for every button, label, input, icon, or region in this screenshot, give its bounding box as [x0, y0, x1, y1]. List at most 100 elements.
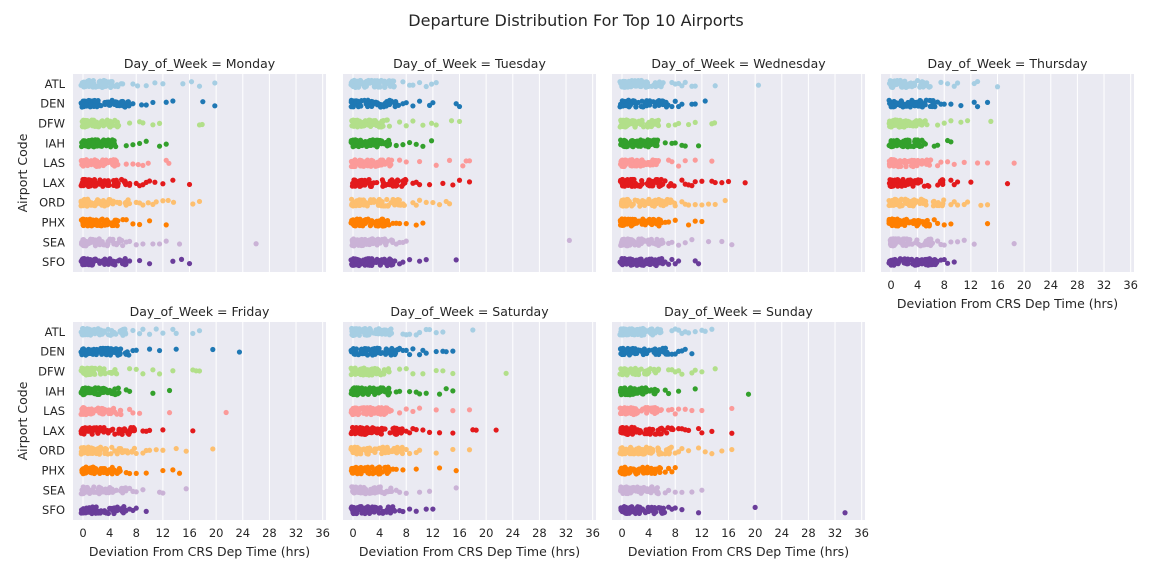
data-point — [910, 261, 915, 266]
data-point — [369, 490, 374, 495]
data-point — [79, 406, 84, 411]
data-point — [447, 201, 452, 206]
data-point — [647, 102, 652, 107]
data-point — [370, 99, 375, 104]
data-point — [253, 241, 258, 246]
data-point — [140, 120, 145, 125]
data-point — [965, 199, 970, 204]
data-point — [420, 144, 425, 149]
data-point — [360, 80, 365, 85]
data-point — [962, 238, 967, 243]
data-point — [79, 329, 84, 334]
data-point — [95, 392, 100, 397]
data-point — [420, 220, 425, 225]
y-tick-label: PHX — [42, 464, 66, 478]
data-point — [618, 137, 623, 142]
data-point — [385, 117, 390, 122]
data-point — [78, 83, 83, 88]
data-point — [80, 143, 85, 148]
data-point — [743, 180, 748, 185]
data-point — [152, 80, 157, 85]
data-point — [134, 242, 139, 247]
data-point — [376, 331, 381, 336]
data-point — [88, 348, 93, 353]
y-tick-label: PHX — [42, 216, 66, 230]
data-point — [975, 160, 980, 165]
data-point — [364, 141, 369, 146]
data-point — [706, 239, 711, 244]
data-point — [90, 201, 95, 206]
data-point — [96, 258, 101, 263]
data-point — [157, 348, 162, 353]
data-point — [696, 261, 701, 266]
data-point — [897, 140, 902, 145]
data-point — [365, 158, 370, 163]
data-point — [164, 222, 169, 227]
facet-panel: Day_of_Week = Tuesday — [343, 56, 596, 272]
data-point — [119, 177, 124, 182]
data-point — [354, 385, 359, 390]
data-point — [130, 328, 135, 333]
data-point — [719, 239, 724, 244]
data-point — [978, 203, 983, 208]
data-point — [407, 389, 412, 394]
data-point — [972, 100, 977, 105]
data-point — [349, 98, 354, 103]
x-tick-label: 12 — [156, 526, 171, 540]
data-point — [434, 450, 439, 455]
data-point — [404, 123, 409, 128]
data-point — [107, 469, 112, 474]
data-point — [375, 411, 380, 416]
data-point — [636, 219, 641, 224]
data-point — [414, 427, 419, 432]
data-point — [385, 471, 390, 476]
data-point — [349, 431, 354, 436]
data-point — [150, 241, 155, 246]
x-axis-label: Deviation From CRS Dep Time (hrs) — [897, 296, 1118, 311]
data-point — [430, 200, 435, 205]
data-point — [955, 80, 960, 85]
data-point — [150, 100, 155, 105]
data-point — [157, 371, 162, 376]
data-point — [359, 429, 364, 434]
data-point — [150, 122, 155, 127]
data-point — [170, 467, 175, 472]
data-point — [410, 103, 415, 108]
data-point — [184, 486, 189, 491]
facet-title: Day_of_Week = Monday — [124, 56, 276, 71]
data-point — [350, 470, 355, 475]
data-point — [365, 104, 370, 109]
data-point — [377, 200, 382, 205]
data-point — [666, 219, 671, 224]
data-point — [385, 263, 390, 268]
data-point — [699, 202, 704, 207]
data-point — [105, 239, 110, 244]
data-point — [359, 370, 364, 375]
y-tick-label: DEN — [40, 345, 65, 359]
data-point — [420, 371, 425, 376]
data-point — [79, 162, 84, 167]
facet-panel: Day_of_Week = FridayATLDENDFWIAHLASLAXOR… — [15, 304, 330, 559]
data-point — [370, 471, 375, 476]
data-point — [440, 329, 445, 334]
data-point — [650, 203, 655, 208]
data-point — [903, 243, 908, 248]
data-point — [120, 99, 125, 104]
data-point — [349, 138, 354, 143]
data-point — [628, 82, 633, 87]
data-point — [166, 161, 171, 166]
data-point — [397, 221, 402, 226]
data-point — [123, 182, 128, 187]
data-point — [80, 262, 85, 267]
data-point — [634, 139, 639, 144]
data-point — [167, 410, 172, 415]
data-point — [437, 465, 442, 470]
data-point — [400, 260, 405, 265]
data-point — [164, 142, 169, 147]
data-point — [111, 406, 116, 411]
data-point — [385, 143, 390, 148]
data-point — [349, 202, 354, 207]
panels-group: Day_of_Week = MondayATLDENDFWIAHLASLAXOR… — [15, 56, 1138, 559]
data-point — [118, 429, 123, 434]
data-point — [388, 326, 393, 331]
